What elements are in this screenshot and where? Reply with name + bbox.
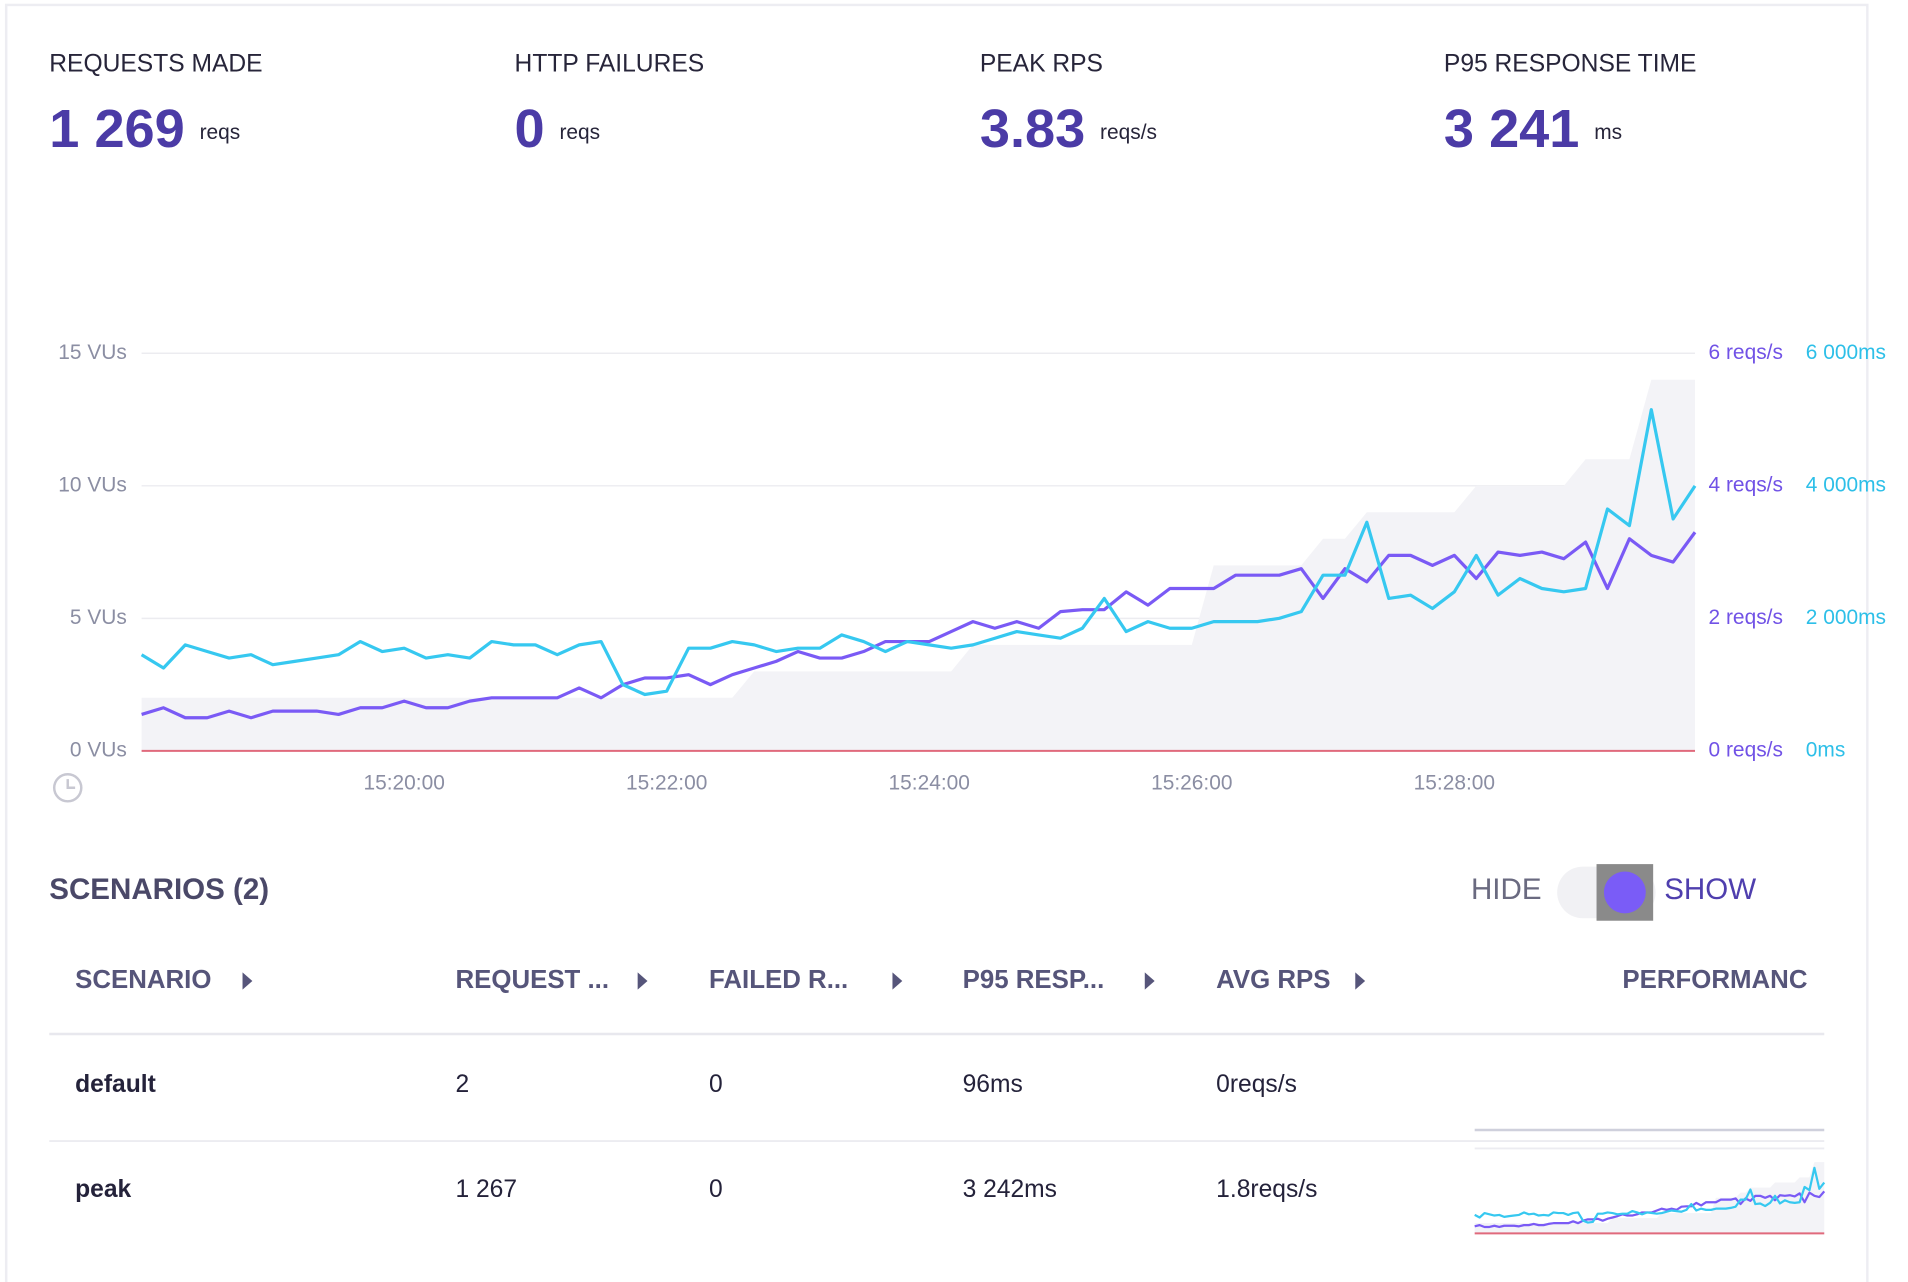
table-cell: default	[75, 1071, 156, 1098]
stat-number: 3.83	[980, 99, 1085, 159]
sparkline-area	[1474, 1162, 1825, 1234]
toggle-knob[interactable]	[1603, 871, 1646, 914]
section-title: SCENARIOS (2)	[49, 873, 269, 906]
column-header[interactable]: SCENARIO	[75, 966, 211, 994]
stat-number: 0	[515, 99, 545, 159]
toggle-on-label[interactable]: SHOW	[1664, 873, 1756, 906]
column-header[interactable]: AVG RPS	[1216, 966, 1330, 994]
clock-hands	[66, 779, 76, 790]
column-header[interactable]: P95 RESP...	[963, 966, 1105, 994]
stat-label: REQUESTS MADE	[49, 51, 262, 78]
table-cell: 0	[709, 1071, 723, 1098]
y-tick-label: 0 reqs/s	[1709, 738, 1783, 761]
toggle-off-label[interactable]: HIDE	[1471, 873, 1542, 906]
x-tick-label: 15:22:00	[626, 772, 707, 795]
sort-arrow	[242, 972, 253, 990]
table-cell: 3 242ms	[963, 1176, 1057, 1203]
chart-line	[141, 531, 1697, 720]
y-tick-label: 15 VUs	[58, 341, 127, 364]
stat-unit: reqs	[559, 120, 600, 143]
table-cell: 0reqs/s	[1216, 1071, 1297, 1098]
sort-arrow	[1144, 972, 1155, 990]
y-tick-label: 6 reqs/s	[1709, 341, 1783, 364]
stat-unit: ms	[1594, 120, 1622, 143]
x-tick-label: 15:26:00	[1151, 772, 1232, 795]
stat-number: 3 241	[1444, 99, 1580, 159]
stat-label: PEAK RPS	[980, 51, 1103, 78]
x-tick-label: 15:28:00	[1414, 772, 1495, 795]
stat-label: P95 RESPONSE TIME	[1444, 51, 1697, 78]
stat-value: 3.83 reqs/s	[980, 99, 1157, 159]
stat-unit: reqs	[200, 120, 241, 143]
stat-value: 1 269 reqs	[49, 99, 240, 159]
stat-value: 0 reqs	[515, 99, 601, 159]
y-tick-label: 2 reqs/s	[1709, 606, 1783, 629]
sort-arrow	[637, 972, 648, 990]
sparkline-line	[1474, 1166, 1826, 1224]
y-tick-label: 4 000ms	[1806, 473, 1886, 496]
stat-label: HTTP FAILURES	[515, 51, 705, 78]
y-tick-label: 4 reqs/s	[1709, 473, 1783, 496]
table-cell: 0	[709, 1176, 723, 1203]
table-cell: peak	[75, 1176, 131, 1203]
table-cell: 1.8reqs/s	[1216, 1176, 1317, 1203]
column-header[interactable]: PERFORMANC	[1622, 966, 1807, 994]
y-tick-label: 0 VUs	[70, 738, 127, 761]
y-tick-label: 10 VUs	[58, 473, 127, 496]
table-cell: 2	[455, 1071, 469, 1098]
stat-value: 3 241 ms	[1444, 99, 1622, 159]
chart-line	[140, 408, 1697, 697]
column-header[interactable]: FAILED R...	[709, 966, 848, 994]
sort-arrow	[892, 972, 903, 990]
y-tick-label: 6 000ms	[1806, 341, 1886, 364]
y-tick-label: 0ms	[1806, 738, 1845, 761]
chart-area	[141, 379, 1696, 751]
sort-arrow	[1355, 972, 1366, 990]
x-tick-label: 15:24:00	[889, 772, 970, 795]
column-header[interactable]: REQUEST ...	[455, 966, 609, 994]
table-cell: 1 267	[455, 1176, 517, 1203]
y-tick-label: 2 000ms	[1806, 606, 1886, 629]
stat-unit: reqs/s	[1100, 120, 1157, 143]
stat-number: 1 269	[49, 99, 185, 159]
clock-icon	[52, 773, 83, 803]
table-cell: 96ms	[963, 1071, 1023, 1098]
y-tick-label: 5 VUs	[70, 606, 127, 629]
x-tick-label: 15:20:00	[363, 772, 444, 795]
